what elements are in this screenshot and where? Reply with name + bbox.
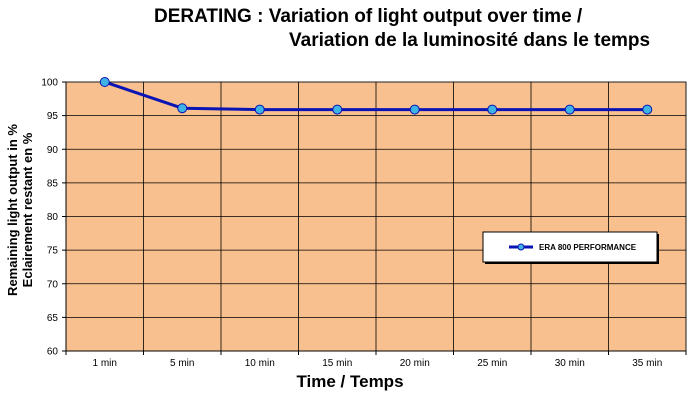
data-point bbox=[642, 104, 653, 115]
data-point bbox=[99, 77, 110, 87]
data-point bbox=[332, 104, 343, 115]
x-tick-label: 15 min bbox=[322, 358, 352, 369]
y-tick-label: 85 bbox=[47, 178, 59, 189]
x-tick-label: 5 min bbox=[170, 358, 194, 369]
x-tick-label: 30 min bbox=[555, 358, 585, 369]
y-tick-label: 95 bbox=[47, 111, 59, 122]
x-tick-label: 20 min bbox=[400, 358, 430, 369]
title-line-2: Variation de la luminosité dans le temps bbox=[289, 30, 651, 51]
y-tick-label: 75 bbox=[47, 246, 59, 257]
y-tick-label: 100 bbox=[41, 78, 58, 89]
series-line bbox=[104, 80, 648, 112]
x-axis-label: Time / Temps bbox=[296, 372, 404, 391]
data-point bbox=[487, 104, 498, 115]
y-tick-label: 60 bbox=[47, 347, 59, 358]
y-tick-label: 65 bbox=[47, 313, 59, 324]
y-tick-label: 80 bbox=[47, 212, 59, 223]
x-tick-label: 25 min bbox=[477, 358, 507, 369]
legend-label: ERA 800 PERFORMANCE bbox=[539, 243, 637, 252]
data-point bbox=[564, 104, 575, 115]
y-tick-label: 90 bbox=[47, 145, 59, 156]
y-tick-label: 70 bbox=[47, 279, 59, 290]
legend-marker-swatch bbox=[517, 243, 525, 251]
data-point bbox=[177, 103, 188, 114]
data-point bbox=[409, 104, 420, 115]
x-tick-label: 1 min bbox=[93, 358, 117, 369]
x-tick-label: 35 min bbox=[632, 358, 662, 369]
data-point bbox=[254, 104, 265, 115]
title-line-1: DERATING : Variation of light output ove… bbox=[154, 6, 583, 27]
x-tick-label: 10 min bbox=[245, 358, 275, 369]
